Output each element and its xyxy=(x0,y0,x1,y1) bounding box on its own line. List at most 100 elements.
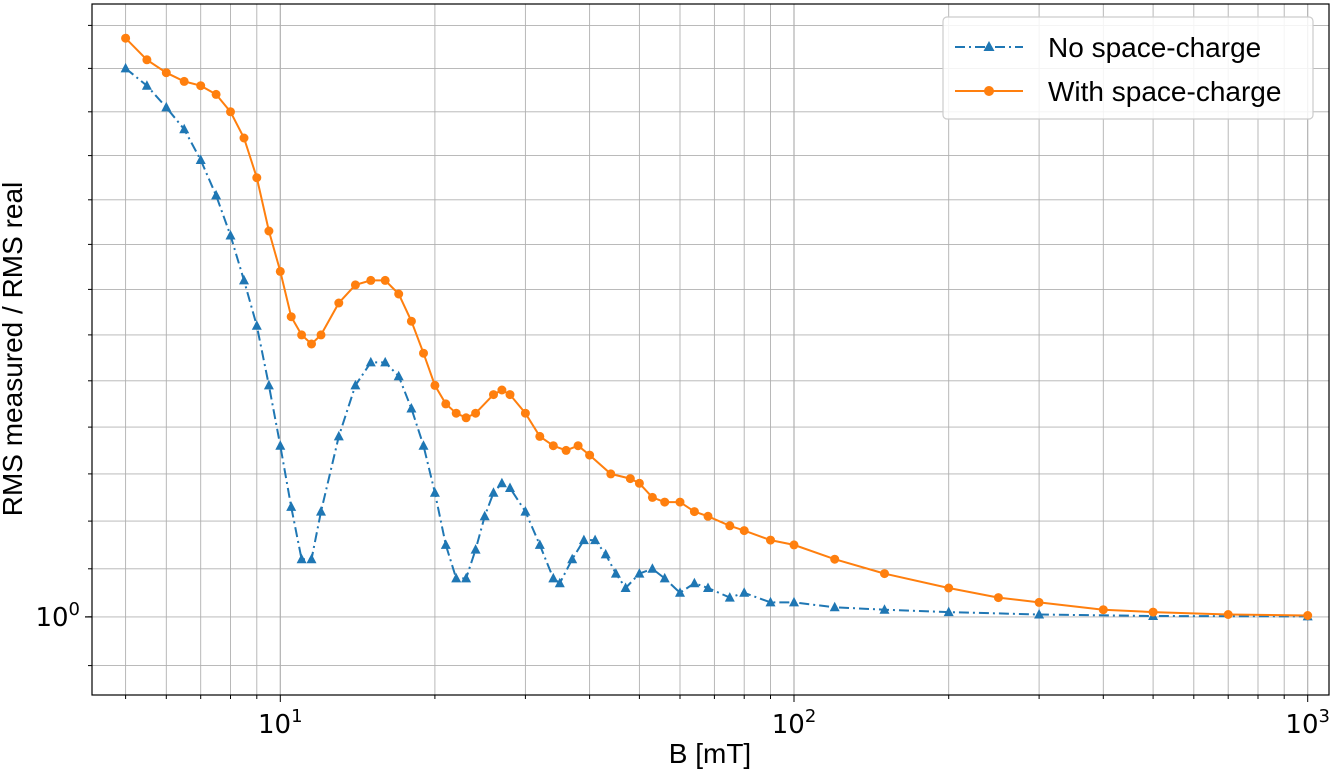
data-point-circle xyxy=(297,330,307,340)
data-point-triangle xyxy=(120,62,131,73)
x-axis-label: B [mT] xyxy=(669,738,751,769)
legend-box xyxy=(942,16,1314,120)
data-point-triangle xyxy=(393,370,404,381)
data-point-triangle xyxy=(703,582,713,592)
data-point-triangle xyxy=(161,101,172,112)
data-point-circle xyxy=(1098,605,1108,615)
data-point-circle xyxy=(606,469,616,479)
data-point-circle xyxy=(406,316,416,326)
data-point-circle xyxy=(252,173,262,183)
data-point-circle xyxy=(1303,611,1313,620)
data-point-circle xyxy=(307,339,316,349)
data-point-circle xyxy=(789,540,799,550)
data-point-circle xyxy=(561,445,571,455)
x-tick-label: 101 xyxy=(258,706,303,740)
series-with-space-charge xyxy=(121,33,1313,620)
data-point-triangle xyxy=(765,596,776,607)
data-point-circle xyxy=(121,33,131,43)
grid xyxy=(92,4,1329,695)
data-point-circle xyxy=(535,431,545,441)
data-point-circle xyxy=(497,385,507,395)
data-point-circle xyxy=(505,390,515,400)
circle-marker-icon xyxy=(984,86,994,96)
data-point-triangle xyxy=(406,403,417,413)
data-point-circle xyxy=(647,492,657,502)
data-point-triangle xyxy=(554,577,565,588)
data-point-triangle xyxy=(296,553,307,564)
data-point-triangle xyxy=(275,440,286,450)
data-point-circle xyxy=(226,107,235,117)
data-point-circle xyxy=(993,593,1003,603)
data-point-triangle xyxy=(548,572,559,583)
data-point-triangle xyxy=(590,534,601,545)
data-point-triangle xyxy=(470,544,481,554)
legend-entry-no-space-charge: No space-charge xyxy=(955,32,1261,63)
data-point-triangle xyxy=(1034,609,1045,619)
data-point-circle xyxy=(441,399,451,409)
data-point-triangle xyxy=(195,154,206,164)
data-point-circle xyxy=(316,330,326,340)
data-point-circle xyxy=(179,76,189,86)
data-point-triangle xyxy=(567,553,578,564)
data-point-circle xyxy=(675,497,685,507)
legend: No space-charge With space-charge xyxy=(942,16,1314,120)
series-line-no-space-charge xyxy=(124,67,1308,618)
data-point-circle xyxy=(286,312,296,322)
legend-entry-with-space-charge: With space-charge xyxy=(955,76,1281,107)
data-point-circle xyxy=(739,526,749,536)
data-point-triangle xyxy=(429,487,440,497)
data-point-circle xyxy=(660,497,670,507)
data-point-triangle xyxy=(600,548,611,559)
data-point-circle xyxy=(161,68,171,78)
legend-label-no-space-charge: No space-charge xyxy=(1048,32,1261,63)
data-point-circle xyxy=(451,408,461,418)
data-point-circle xyxy=(634,478,644,488)
data-point-triangle xyxy=(879,604,890,614)
data-point-circle xyxy=(196,81,206,91)
data-point-triangle xyxy=(488,487,499,497)
data-point-triangle xyxy=(505,482,515,492)
data-point-circle xyxy=(489,390,498,400)
data-point-triangle xyxy=(306,553,317,564)
data-point-triangle xyxy=(316,506,326,516)
data-point-triangle xyxy=(211,189,222,200)
data-point-circle xyxy=(548,441,558,451)
data-point-triangle xyxy=(724,592,735,602)
data-point-circle xyxy=(1034,597,1044,607)
data-point-circle xyxy=(394,289,404,299)
data-point-triangle xyxy=(610,568,621,578)
data-point-circle xyxy=(1223,610,1233,619)
data-point-circle xyxy=(766,535,775,545)
data-point-circle xyxy=(703,511,713,521)
x-tick-label: 103 xyxy=(1285,706,1330,740)
series-layer xyxy=(120,33,1313,621)
data-point-triangle xyxy=(496,477,507,488)
data-point-triangle xyxy=(440,539,451,549)
triangle-marker-icon xyxy=(983,41,995,51)
x-tick-label: 102 xyxy=(772,706,817,740)
data-point-triangle xyxy=(380,356,391,367)
data-point-triangle xyxy=(620,582,631,592)
data-point-circle xyxy=(944,583,954,593)
data-point-circle xyxy=(239,133,249,143)
data-point-circle xyxy=(461,413,471,423)
data-point-circle xyxy=(419,348,428,358)
y-axis-label: RMS measured / RMS real xyxy=(0,182,28,517)
data-point-circle xyxy=(573,441,583,451)
data-point-triangle xyxy=(789,596,799,607)
data-point-triangle xyxy=(689,577,700,588)
data-point-circle xyxy=(211,89,221,99)
data-point-circle xyxy=(380,275,390,285)
data-point-triangle xyxy=(829,601,840,612)
data-point-circle xyxy=(625,474,635,484)
data-point-circle xyxy=(725,521,735,531)
data-point-triangle xyxy=(418,440,429,450)
data-point-triangle xyxy=(461,572,472,583)
data-point-triangle xyxy=(943,606,954,617)
data-point-triangle xyxy=(578,534,589,545)
data-point-circle xyxy=(264,226,274,236)
data-point-circle xyxy=(350,280,360,290)
data-point-circle xyxy=(1148,607,1158,617)
data-point-circle xyxy=(430,380,440,390)
legend-label-with-space-charge: With space-charge xyxy=(1048,76,1281,107)
